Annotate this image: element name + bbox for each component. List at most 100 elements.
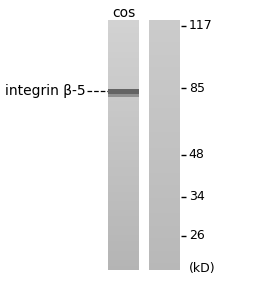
Bar (108, 238, 139, 242)
Bar (108, 48, 139, 52)
Bar (149, 167, 180, 170)
Bar (149, 254, 180, 257)
Bar (108, 213, 139, 217)
Bar (149, 148, 180, 152)
Bar (149, 198, 180, 202)
Bar (108, 101, 139, 105)
Bar (149, 23, 180, 27)
Bar (108, 160, 139, 164)
Bar (149, 176, 180, 180)
Bar (108, 242, 139, 245)
Bar (108, 123, 139, 127)
Text: 117: 117 (189, 19, 213, 32)
Bar (149, 98, 180, 102)
Bar (149, 76, 180, 80)
Bar (108, 42, 139, 46)
Bar (108, 182, 139, 186)
Bar (149, 164, 180, 167)
Bar (108, 220, 139, 223)
Bar (149, 42, 180, 46)
Bar (108, 20, 139, 24)
Bar (149, 154, 180, 158)
Bar (108, 244, 139, 248)
Bar (149, 151, 180, 155)
Bar (108, 167, 139, 170)
Bar (108, 52, 139, 55)
Bar (149, 201, 180, 205)
Bar (108, 263, 139, 267)
Bar (108, 204, 139, 208)
Bar (149, 45, 180, 49)
Bar (108, 82, 139, 86)
Bar (108, 76, 139, 80)
Bar (108, 114, 139, 118)
Bar (149, 266, 180, 270)
Bar (149, 33, 180, 37)
Bar (149, 48, 180, 52)
Bar (149, 229, 180, 233)
Bar (149, 126, 180, 130)
Bar (108, 232, 139, 236)
Bar (149, 86, 180, 89)
Bar (108, 67, 139, 71)
Bar (149, 207, 180, 211)
Bar (149, 64, 180, 68)
Bar (149, 129, 180, 133)
Bar (108, 223, 139, 226)
Bar (149, 170, 180, 173)
Bar (108, 188, 139, 192)
Bar (108, 185, 139, 189)
Bar (108, 151, 139, 155)
Bar (108, 235, 139, 239)
Bar (108, 173, 139, 177)
Bar (149, 220, 180, 223)
Bar (149, 160, 180, 164)
Bar (149, 217, 180, 220)
Bar (108, 157, 139, 161)
Text: 26: 26 (189, 229, 205, 242)
Bar (149, 61, 180, 64)
Text: 48: 48 (189, 148, 205, 161)
Text: (kD): (kD) (189, 262, 215, 275)
Bar (149, 173, 180, 177)
Bar (149, 195, 180, 198)
Bar (149, 52, 180, 55)
Bar (108, 226, 139, 230)
Bar (149, 67, 180, 71)
Bar (149, 27, 180, 30)
Bar (149, 185, 180, 189)
Bar (108, 176, 139, 180)
Bar (108, 36, 139, 40)
Bar (108, 217, 139, 220)
Bar (108, 207, 139, 211)
Bar (108, 139, 139, 142)
Bar (149, 244, 180, 248)
Bar (149, 192, 180, 195)
Bar (149, 232, 180, 236)
Bar (149, 188, 180, 192)
Bar (108, 136, 139, 139)
Bar (149, 30, 180, 33)
Bar (108, 251, 139, 254)
Bar (108, 86, 139, 89)
Bar (108, 94, 139, 97)
Bar (108, 133, 139, 136)
Bar (108, 89, 139, 93)
Bar (149, 104, 180, 108)
Bar (149, 20, 180, 24)
Bar (108, 45, 139, 49)
Bar (108, 117, 139, 121)
Bar (108, 30, 139, 33)
Bar (149, 80, 180, 83)
Bar (149, 145, 180, 148)
Bar (108, 126, 139, 130)
Bar (149, 213, 180, 217)
Bar (149, 251, 180, 254)
Bar (149, 223, 180, 226)
Bar (149, 55, 180, 58)
Bar (108, 98, 139, 102)
Bar (149, 108, 180, 111)
Bar (108, 248, 139, 251)
Bar (149, 179, 180, 183)
Bar (108, 164, 139, 167)
